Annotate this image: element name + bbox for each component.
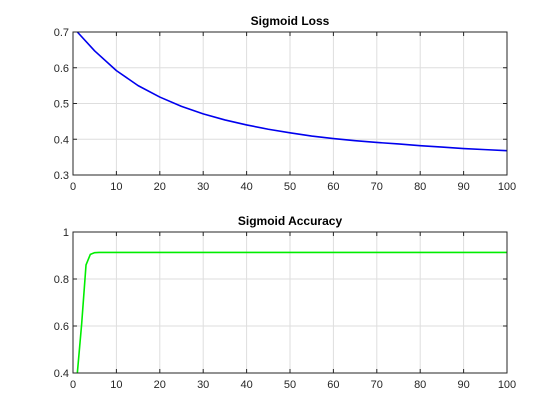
loss-ytick-label: 0.4: [54, 134, 69, 146]
loss-xtick-label: 40: [240, 181, 252, 193]
accuracy-xtick-label: 60: [327, 379, 339, 391]
accuracy-xtick-label: 10: [110, 379, 122, 391]
loss-ytick-label: 0.5: [54, 99, 69, 111]
loss-xtick-label: 20: [154, 181, 166, 193]
accuracy-xtick-label: 90: [457, 379, 469, 391]
loss-series-line: [76, 31, 508, 152]
accuracy-xtick-label: 30: [197, 379, 209, 391]
accuracy-xtick-label: 100: [498, 379, 516, 391]
accuracy-series-line: [76, 251, 507, 374]
loss-subplot: 0 10 20 30 40 50 60 70 80 90 100 0.3 0.4 0.5 0.6 0.7 Sig…: [54, 14, 516, 193]
accuracy-ytick-label: 0.6: [54, 321, 69, 333]
loss-xtick-label: 90: [457, 181, 469, 193]
accuracy-ytick-label: 1: [63, 227, 69, 239]
loss-xtick-label: 50: [284, 181, 296, 193]
loss-xtick-label: 10: [110, 181, 122, 193]
loss-xtick-label: 100: [498, 181, 516, 193]
loss-xtick-label: 80: [414, 181, 426, 193]
loss-xtick-label: 60: [327, 181, 339, 193]
accuracy-xtick-label: 0: [70, 379, 76, 391]
loss-xtick-label: 0: [70, 181, 76, 193]
loss-ytick-label: 0.6: [54, 63, 69, 75]
loss-chart-title: Sigmoid Loss: [251, 14, 330, 28]
accuracy-subplot: 0 10 20 30 40 50 60 70 80 90 100 0.4 0.6 0.8 1 Sigmoid …: [54, 214, 516, 391]
accuracy-xtick-label: 80: [414, 379, 426, 391]
accuracy-xtick-label: 70: [371, 379, 383, 391]
loss-xtick-label: 30: [197, 181, 209, 193]
loss-ytick-label: 0.7: [54, 27, 69, 39]
accuracy-xtick-label: 40: [240, 379, 252, 391]
accuracy-xtick-label: 20: [154, 379, 166, 391]
loss-ytick-label: 0.3: [54, 170, 69, 182]
accuracy-xtick-label: 50: [284, 379, 296, 391]
accuracy-chart-title: Sigmoid Accuracy: [238, 214, 343, 228]
accuracy-ytick-label: 0.8: [54, 274, 69, 286]
loss-xtick-label: 70: [371, 181, 383, 193]
accuracy-ytick-label: 0.4: [54, 368, 69, 380]
